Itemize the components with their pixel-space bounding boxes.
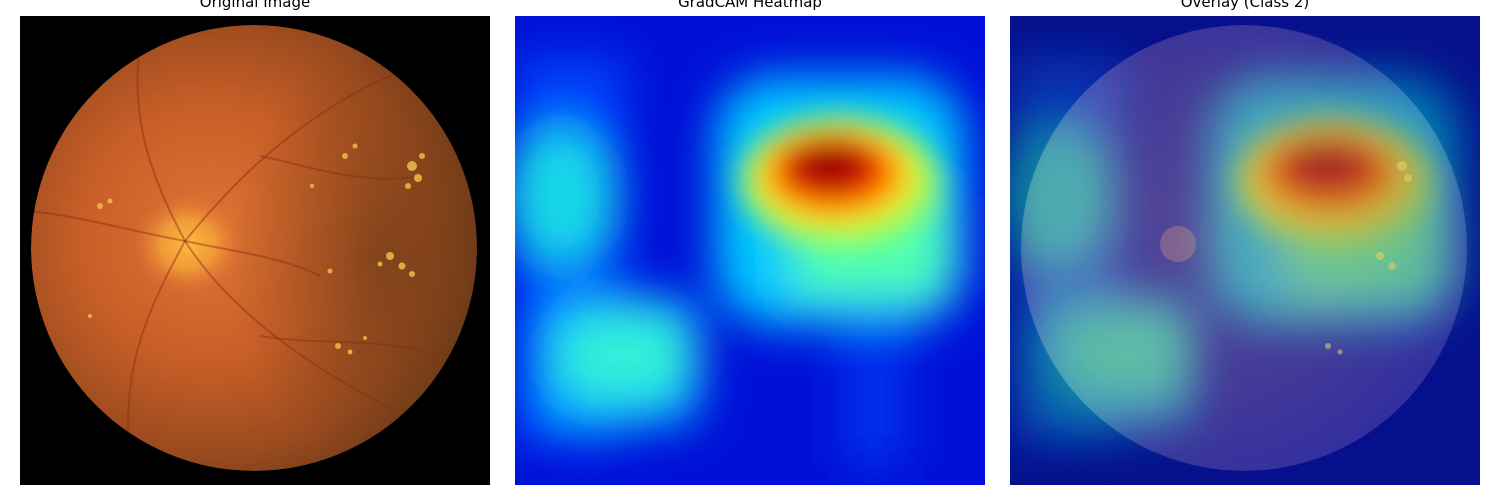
retina-fundus-photo-icon	[20, 16, 490, 485]
heatmap-panel	[515, 16, 985, 485]
gradcam-heatmap-icon	[515, 16, 985, 485]
overlay-panel	[1010, 16, 1480, 485]
original-image-panel	[20, 16, 490, 485]
original-image-title: Original Image	[199, 0, 311, 11]
heatmap-overlay-icon	[1010, 16, 1480, 485]
overlay-title: Overlay (Class 2)	[1180, 0, 1310, 11]
heatmap-title: GradCAM Heatmap	[678, 0, 822, 11]
